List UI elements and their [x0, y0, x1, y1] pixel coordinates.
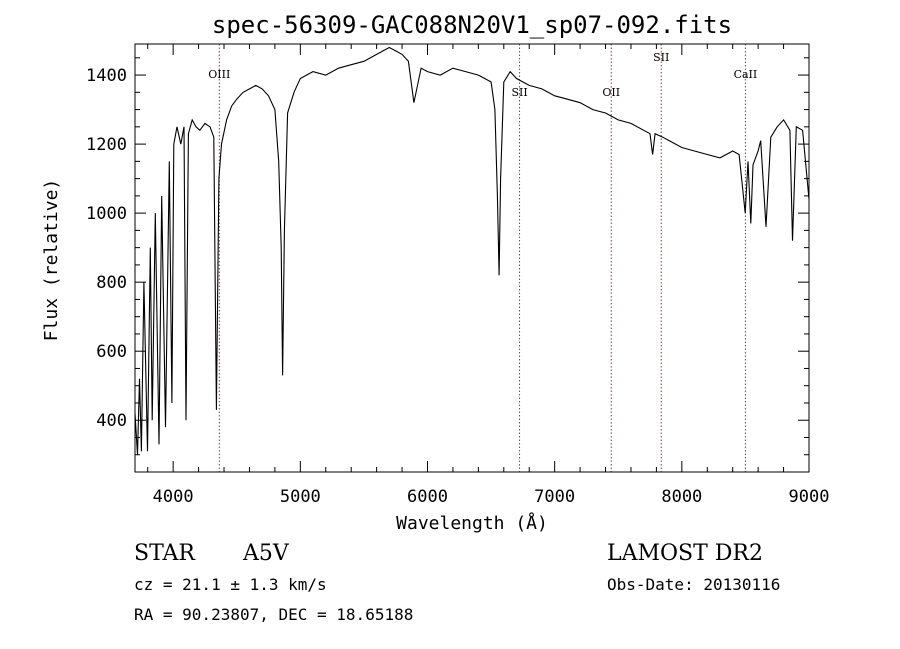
- spectrum-line: [134, 46, 810, 455]
- y-tick-label: 600: [96, 342, 127, 362]
- object-type: STAR: [134, 541, 196, 566]
- survey-name: LAMOST DR2: [607, 541, 763, 566]
- x-tick-label: 9000: [789, 487, 830, 507]
- y-axis-label: Flux (relative): [41, 179, 62, 342]
- line-marker-label-1: SII: [511, 86, 527, 99]
- spectral-subclass: A5V: [242, 541, 290, 566]
- line-marker-label-0: OIII: [208, 68, 230, 81]
- observation-date: Obs-Date: 20130116: [607, 575, 780, 594]
- axis-tick-labels: 4000 5000 6000 7000 8000 9000 400 600 800 1000 120…: [86, 66, 829, 507]
- line-marker-label-2: OII: [602, 86, 620, 99]
- line-markers: OIII SII OII SII CaII: [208, 44, 757, 472]
- x-tick-label: 7000: [534, 487, 575, 507]
- coordinates: RA = 90.23807, DEC = 18.65188: [134, 605, 413, 624]
- axis-ticks: [135, 44, 810, 472]
- x-tick-label: 5000: [280, 487, 321, 507]
- y-tick-label: 400: [96, 411, 127, 431]
- redshift-cz: cz = 21.1 ± 1.3 km/s: [134, 575, 327, 594]
- plot-frame: [134, 43, 810, 473]
- x-axis-label: Wavelength (Å): [396, 512, 548, 534]
- line-marker-label-3: SII: [653, 51, 669, 64]
- chart-title: spec-56309-GAC088N20V1_sp07-092.fits: [212, 11, 732, 39]
- x-tick-label: 6000: [407, 487, 448, 507]
- x-tick-label: 8000: [661, 487, 702, 507]
- y-tick-label: 1200: [86, 135, 127, 155]
- y-tick-label: 1400: [86, 66, 127, 86]
- x-tick-label: 4000: [153, 487, 194, 507]
- line-marker-label-4: CaII: [734, 68, 758, 81]
- y-tick-label: 800: [96, 273, 127, 293]
- y-tick-label: 1000: [86, 204, 127, 224]
